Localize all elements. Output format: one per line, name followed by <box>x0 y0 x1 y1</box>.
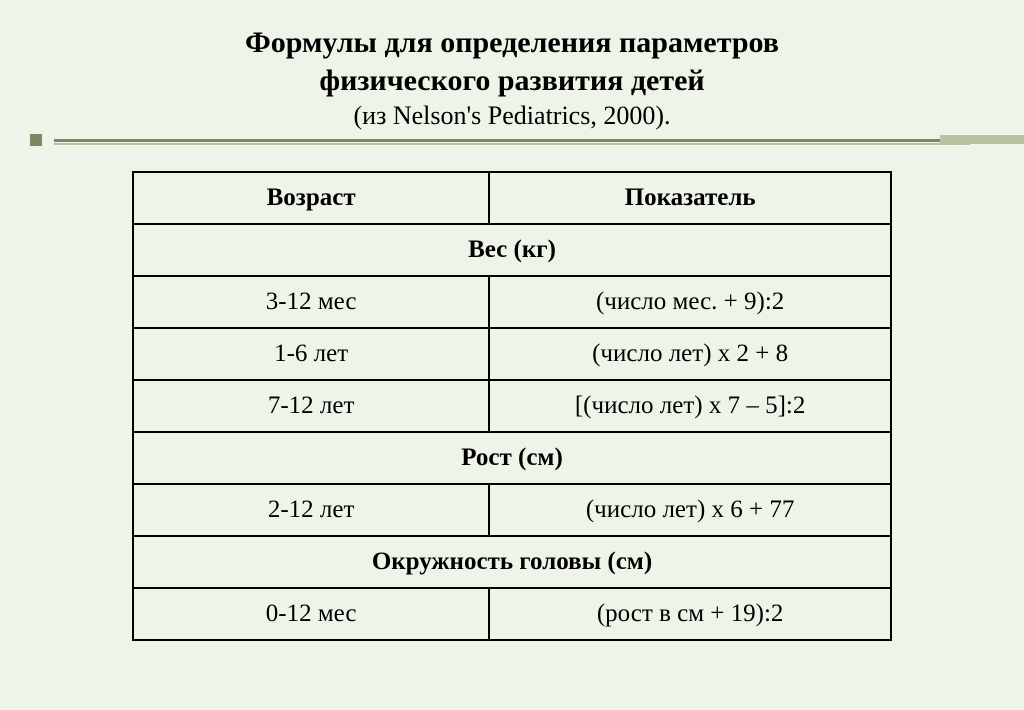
title-block: Формулы для определения параметров физич… <box>54 24 970 131</box>
cell-age: 1-6 лет <box>133 328 489 380</box>
cell-formula: (число лет) х 2 + 8 <box>489 328 891 380</box>
table-header-row: Возраст Показатель <box>133 172 891 224</box>
col-header-age: Возраст <box>133 172 489 224</box>
col-header-indicator: Показатель <box>489 172 891 224</box>
cell-age: 0-12 мес <box>133 588 489 640</box>
title-line-2: физического развития детей <box>94 62 930 100</box>
table-row: 0-12 мес (рост в см + 19):2 <box>133 588 891 640</box>
table-row: 7-12 лет [(число лет) х 7 – 5]:2 <box>133 380 891 432</box>
section-title-head: Окружность головы (см) <box>133 536 891 588</box>
section-row: Рост (см) <box>133 432 891 484</box>
divider-right-accent <box>940 135 1024 144</box>
cell-age: 3-12 мес <box>133 276 489 328</box>
table-row: 2-12 лет (число лет) х 6 + 77 <box>133 484 891 536</box>
cell-formula: (число лет) х 6 + 77 <box>489 484 891 536</box>
cell-formula: (рост в см + 19):2 <box>489 588 891 640</box>
cell-formula: (число мес. + 9):2 <box>489 276 891 328</box>
divider-bullet <box>30 134 42 146</box>
table-container: Возраст Показатель Вес (кг) 3-12 мес (чи… <box>132 171 892 641</box>
formulas-table: Возраст Показатель Вес (кг) 3-12 мес (чи… <box>132 171 892 641</box>
divider-shadow <box>54 143 970 145</box>
section-title-height: Рост (см) <box>133 432 891 484</box>
cell-age: 7-12 лет <box>133 380 489 432</box>
title-line-1: Формулы для определения параметров <box>94 24 930 62</box>
slide: Формулы для определения параметров физич… <box>0 0 1024 710</box>
table-row: 3-12 мес (число мес. + 9):2 <box>133 276 891 328</box>
section-title-weight: Вес (кг) <box>133 224 891 276</box>
cell-age: 2-12 лет <box>133 484 489 536</box>
divider-rule <box>54 137 970 147</box>
section-row: Вес (кг) <box>133 224 891 276</box>
title-subtitle: (из Nelson's Pediatrics, 2000). <box>94 101 930 131</box>
cell-formula: [(число лет) х 7 – 5]:2 <box>489 380 891 432</box>
table-row: 1-6 лет (число лет) х 2 + 8 <box>133 328 891 380</box>
divider-line <box>54 139 970 142</box>
section-row: Окружность головы (см) <box>133 536 891 588</box>
